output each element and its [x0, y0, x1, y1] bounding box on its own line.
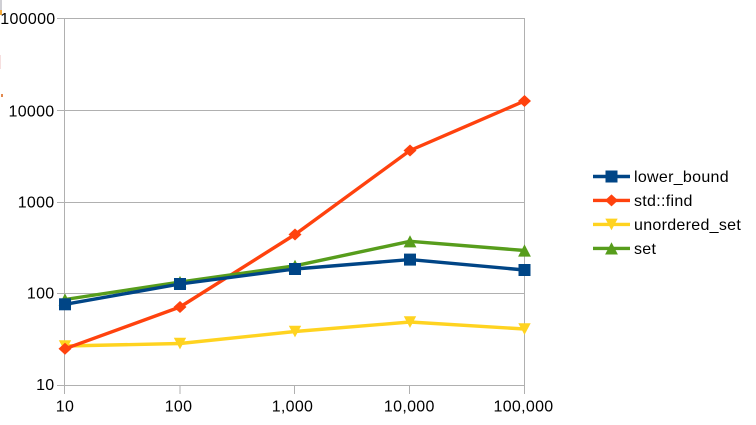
svg-text:1,000: 1,000 [272, 399, 314, 416]
svg-text:set: set [634, 241, 656, 258]
svg-text:10: 10 [36, 377, 54, 394]
svg-text:100: 100 [27, 286, 55, 303]
svg-text:100000: 100000 [0, 11, 55, 28]
svg-text:std::find: std::find [634, 193, 693, 210]
svg-text:10: 10 [56, 399, 74, 416]
svg-text:1000: 1000 [18, 195, 55, 212]
svg-text:unordered_set: unordered_set [634, 217, 741, 234]
svg-text:10000: 10000 [9, 103, 55, 120]
svg-text:10,000: 10,000 [384, 399, 435, 416]
svg-text:100: 100 [165, 399, 193, 416]
svg-text:100,000: 100,000 [494, 399, 554, 416]
svg-text:lower_bound: lower_bound [634, 169, 729, 186]
